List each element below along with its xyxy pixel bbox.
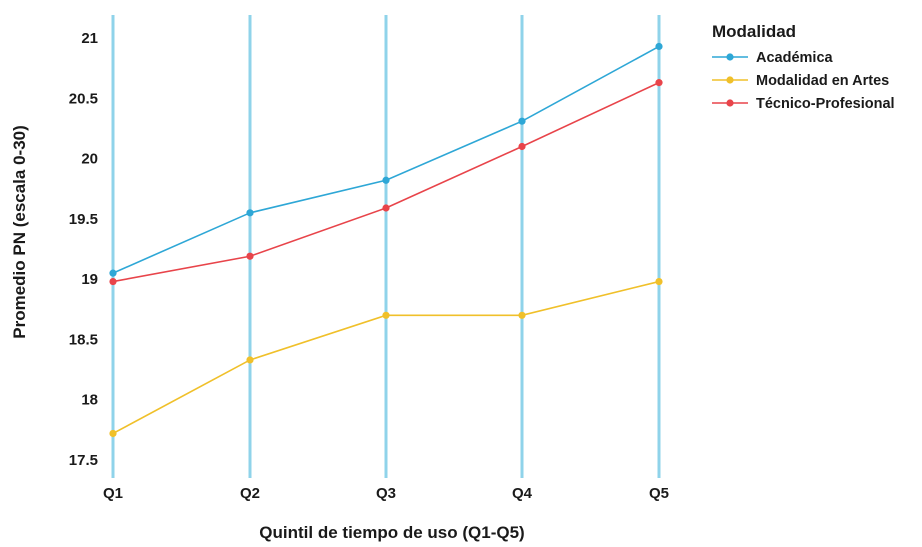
y-axis: 17.5 18 18.5 19 19.5 20 20.5 21 bbox=[69, 30, 98, 469]
legend-label-academica: Académica bbox=[756, 50, 834, 66]
y-tick-label: 18 bbox=[81, 392, 98, 409]
legend-label-tecnico-profesional: Técnico-Profesional bbox=[756, 96, 895, 112]
y-tick-label: 17.5 bbox=[69, 452, 98, 469]
y-tick-label: 19 bbox=[81, 271, 98, 288]
y-tick-label: 18.5 bbox=[69, 331, 98, 348]
data-point-academica bbox=[655, 42, 663, 51]
data-point-modalidad-en-artes bbox=[518, 311, 526, 319]
data-point-tecnico-profesional bbox=[109, 277, 117, 286]
x-tick-label: Q2 bbox=[240, 485, 260, 502]
x-axis: Q1 Q2 Q3 Q4 Q5 bbox=[103, 485, 669, 502]
data-point-tecnico-profesional bbox=[382, 204, 390, 212]
x-tick-label: Q5 bbox=[649, 485, 669, 502]
x-axis-title: Quintil de tiempo de uso (Q1-Q5) bbox=[259, 523, 524, 542]
legend-title: Modalidad bbox=[712, 22, 796, 41]
data-point-modalidad-en-artes bbox=[246, 356, 254, 364]
gridlines bbox=[111, 15, 661, 478]
legend-marker-academica bbox=[726, 53, 734, 61]
data-point-modalidad-en-artes bbox=[382, 311, 390, 319]
series-group bbox=[109, 42, 663, 438]
data-point-tecnico-profesional bbox=[518, 142, 526, 151]
y-tick-label: 19.5 bbox=[69, 211, 98, 228]
y-axis-title: Promedio PN (escala 0-30) bbox=[10, 125, 29, 339]
data-point-academica bbox=[518, 117, 526, 125]
legend-marker-modalidad-en-artes bbox=[726, 76, 734, 84]
y-tick-label: 20.5 bbox=[69, 90, 98, 107]
data-point-tecnico-profesional bbox=[246, 252, 254, 260]
data-point-modalidad-en-artes bbox=[109, 429, 117, 438]
data-point-academica bbox=[382, 176, 390, 184]
legend-marker-tecnico-profesional bbox=[726, 99, 734, 107]
data-point-tecnico-profesional bbox=[655, 79, 663, 87]
y-tick-label: 21 bbox=[81, 30, 98, 47]
y-tick-label: 20 bbox=[81, 151, 98, 168]
x-tick-label: Q4 bbox=[512, 485, 533, 502]
data-point-modalidad-en-artes bbox=[655, 277, 663, 286]
data-point-academica bbox=[246, 209, 254, 217]
x-tick-label: Q3 bbox=[376, 485, 396, 502]
data-point-academica bbox=[109, 269, 117, 277]
legend: Modalidad Académica Modalidad en Artes Téc… bbox=[712, 22, 895, 112]
x-tick-label: Q1 bbox=[103, 485, 123, 502]
legend-label-modalidad-en-artes: Modalidad en Artes bbox=[756, 73, 889, 89]
